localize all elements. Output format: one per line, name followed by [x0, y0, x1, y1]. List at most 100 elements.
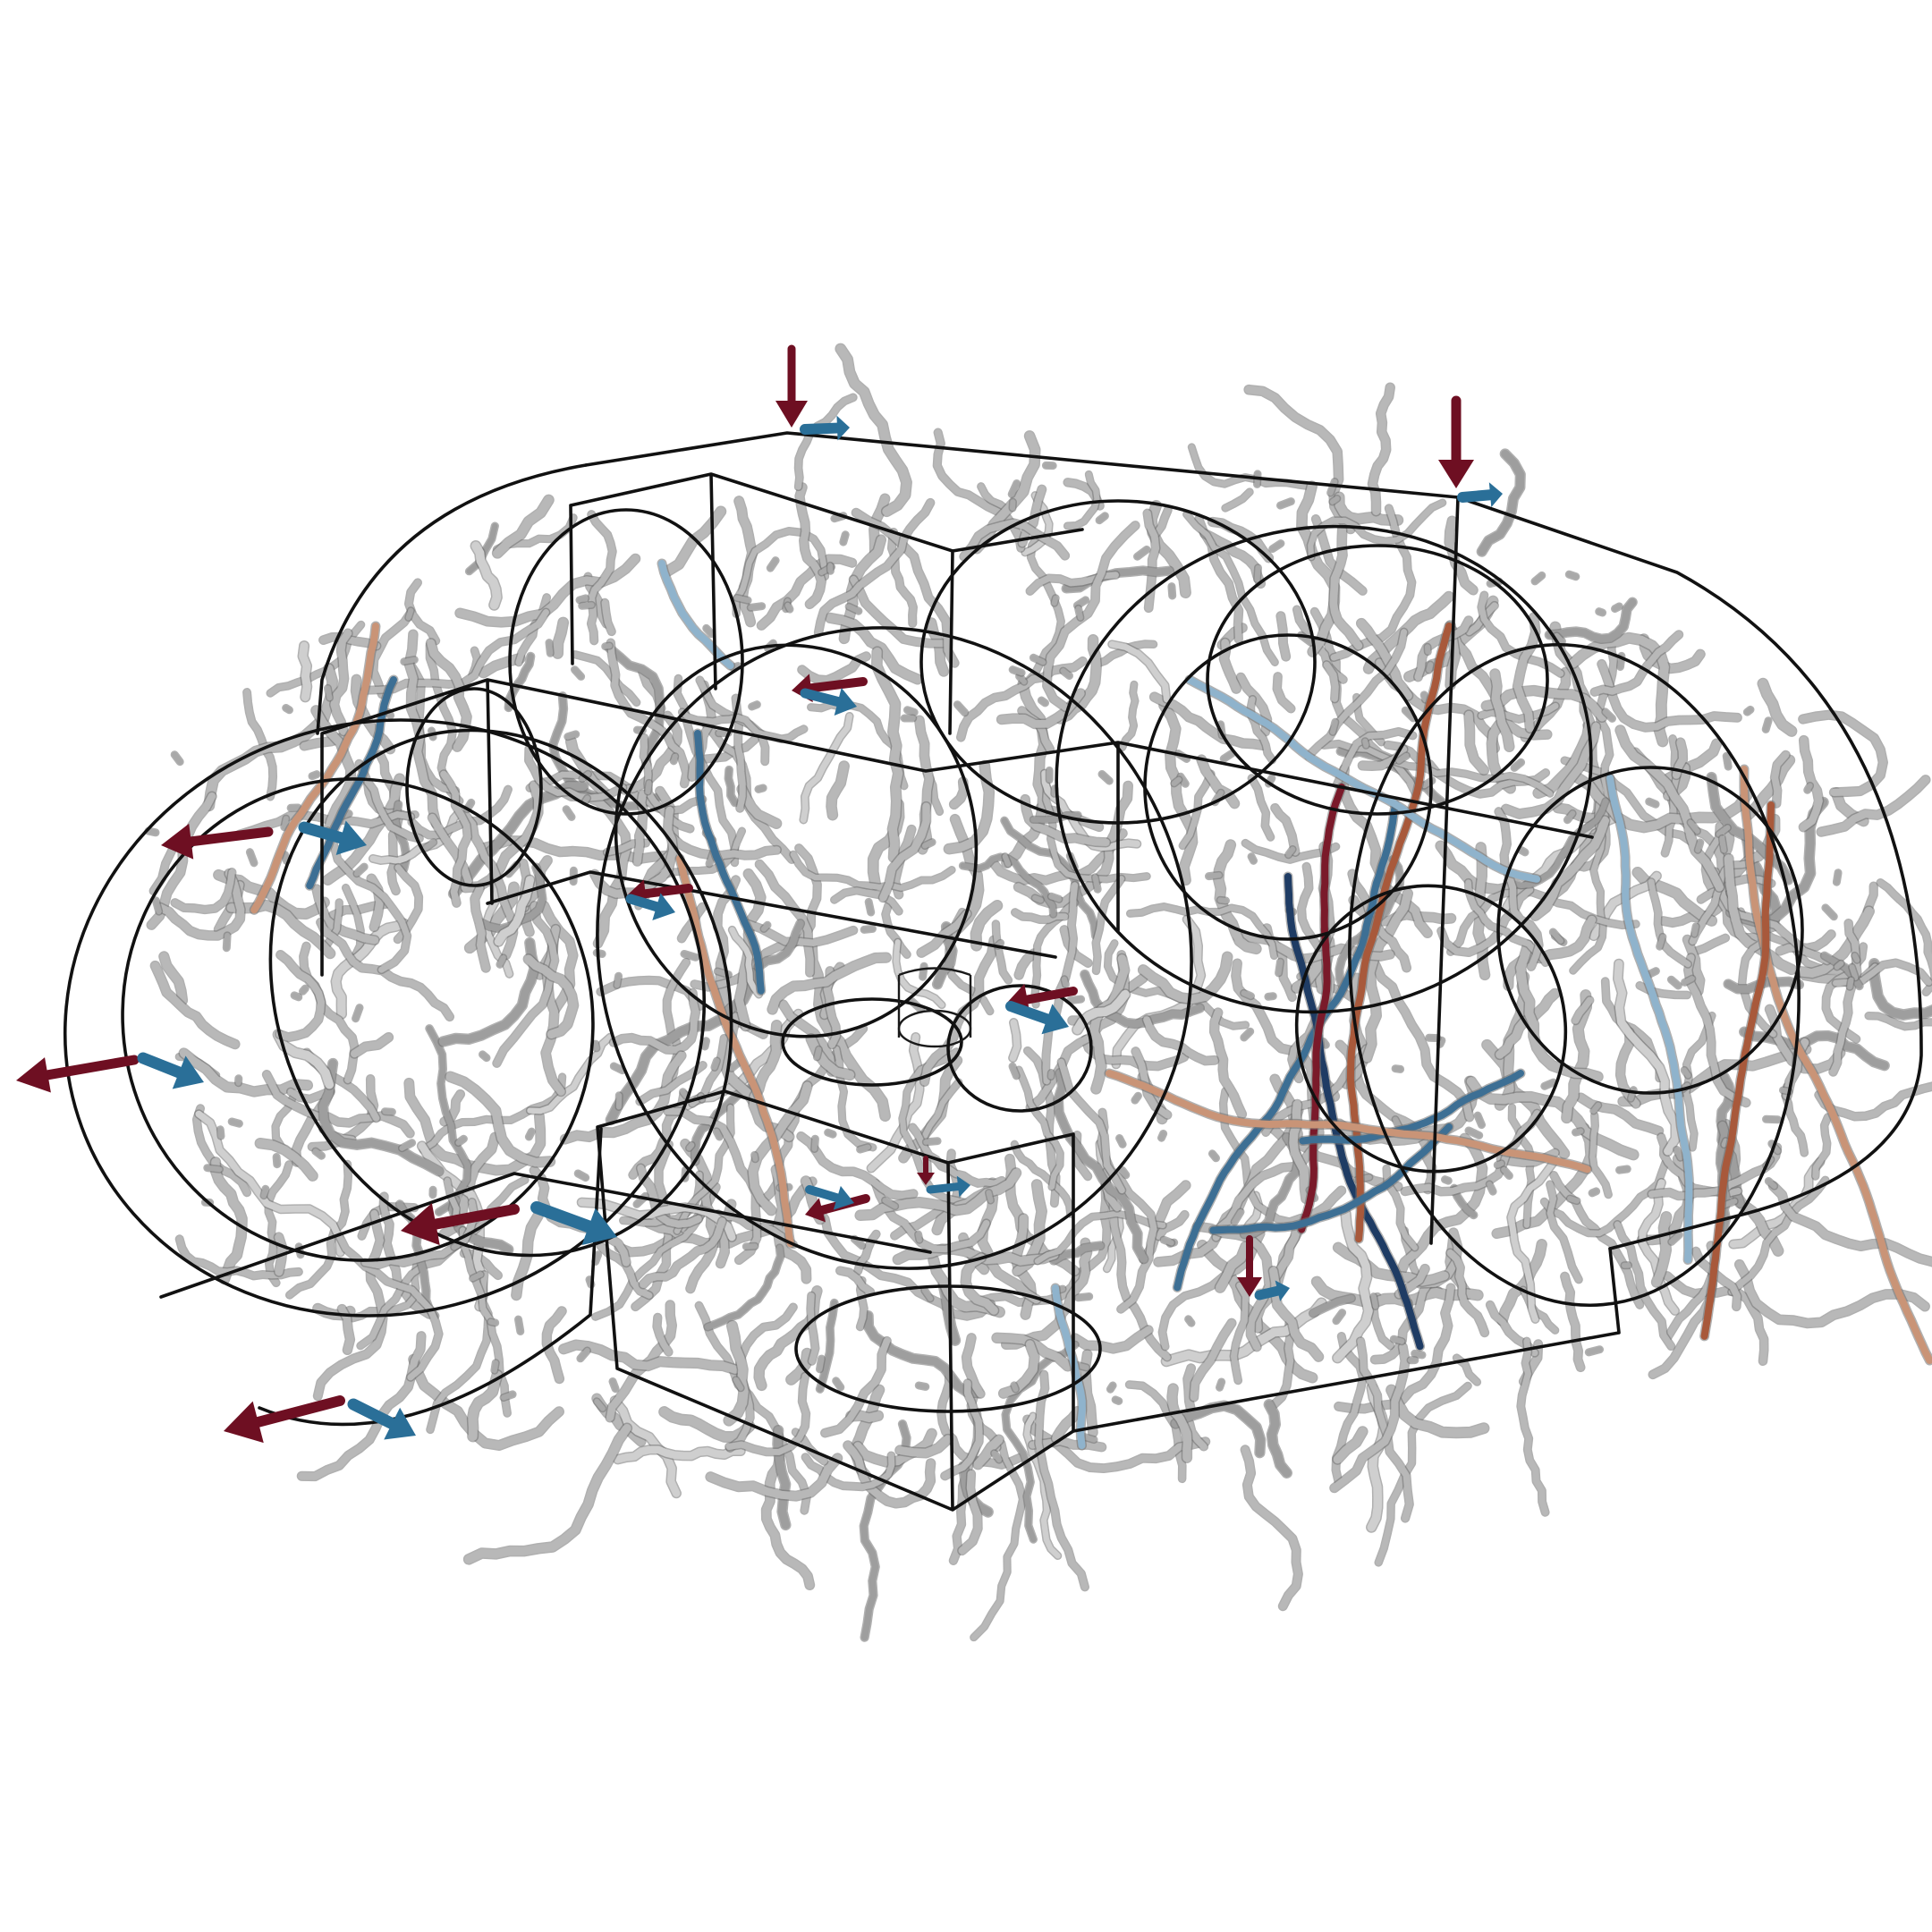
- gray-stress-tube: [561, 1051, 686, 1144]
- gray-stress-tube: [1815, 1082, 1932, 1120]
- gray-stress-tube: [779, 1000, 835, 1076]
- gray-stress-tube: [1702, 823, 1780, 941]
- hull-right-edge: [1429, 496, 1460, 1245]
- gray-stress-tube: [1330, 1343, 1410, 1492]
- tube-fragment: [1590, 1102, 1601, 1114]
- tube-fragment: [1107, 1383, 1116, 1393]
- gray-stress-tube: [351, 1033, 393, 1058]
- gray-stress-tube: [266, 1161, 292, 1286]
- gray-stress-tube: [1478, 591, 1564, 677]
- tube-fragment: [751, 1152, 758, 1162]
- tube-fragment: [1719, 835, 1727, 853]
- gray-stress-tube: [1517, 1338, 1549, 1516]
- gray-stress-tube: [1064, 471, 1100, 529]
- gray-stress-tube: [1616, 1028, 1640, 1108]
- colored-stress-tube: [1606, 775, 1693, 1264]
- tube-fragment: [292, 992, 301, 1000]
- gray-stress-tube: [607, 640, 691, 787]
- gray-stress-tube: [1127, 903, 1277, 959]
- tube-fragment: [1834, 961, 1844, 970]
- colored-stress-tube: [1174, 801, 1399, 1292]
- gray-stress-tube: [1016, 1067, 1063, 1191]
- gray-stress-tube: [1795, 906, 1874, 978]
- tube-fragment: [1541, 1080, 1556, 1089]
- gray-stress-tube: [974, 1182, 1110, 1306]
- support-arrow-head: [1275, 1280, 1290, 1301]
- tube-fragment: [852, 1236, 865, 1249]
- tube-fragment: [1241, 1029, 1253, 1040]
- tube-fragment: [1221, 750, 1235, 762]
- tube-fragment: [1847, 977, 1854, 990]
- gray-stress-tube: [428, 813, 472, 886]
- gray-stress-tube: [1269, 1320, 1294, 1410]
- gray-stress-tube: [1502, 722, 1600, 818]
- right-disc-inner: [1143, 633, 1433, 941]
- gray-stress-tube: [193, 1105, 250, 1196]
- gray-stress-tube: [1376, 1383, 1471, 1566]
- gray-stress-tube: [426, 1025, 470, 1216]
- tube-fragment: [1852, 953, 1860, 963]
- tube-fragment: [491, 1360, 499, 1374]
- gray-stress-tube: [614, 1445, 745, 1463]
- tube-fragment: [274, 1154, 280, 1167]
- tube-fragment: [1060, 668, 1072, 679]
- load-arrow-shaft: [1022, 987, 1078, 1004]
- gray-stress-tube: [668, 833, 781, 860]
- gray-stress-tube: [1080, 970, 1204, 1028]
- gray-stress-tube: [1113, 916, 1205, 1068]
- gray-stress-tube: [1231, 1282, 1249, 1384]
- tube-fragment: [954, 701, 968, 716]
- load-arrow-head: [805, 1198, 826, 1223]
- gray-stress-tube: [1497, 1240, 1546, 1326]
- tube-fragment: [1362, 738, 1369, 749]
- gray-stress-tube: [1265, 1400, 1292, 1478]
- gray-stress-tube: [319, 633, 380, 649]
- support-arrow-head: [833, 1185, 854, 1210]
- tube-fragment: [1421, 691, 1428, 703]
- gray-stress-tube: [1108, 640, 1170, 703]
- tube-fragment: [986, 1190, 994, 1203]
- gray-stress-tube: [659, 1407, 754, 1442]
- gray-stress-tube: [1639, 1179, 1679, 1315]
- tube-fragment: [1216, 1379, 1224, 1391]
- gray-stress-tube: [1508, 798, 1609, 889]
- tube-fragment: [602, 643, 613, 649]
- gray-stress-tube: [970, 1440, 1026, 1640]
- gray-stress-tube: [1829, 919, 1861, 1076]
- tube-fragment: [614, 973, 622, 988]
- gray-stress-tube: [1504, 915, 1597, 990]
- hub-right-ellipse: [946, 984, 1093, 1113]
- colored-stress-tube: [1299, 1070, 1524, 1145]
- tube-fragment: [579, 602, 595, 609]
- gray-stress-tube: [455, 555, 640, 627]
- gray-stress-tube: [1758, 679, 1796, 736]
- tube-fragment: [1168, 583, 1175, 598]
- support-arrow-shaft: [800, 422, 843, 435]
- stress-trajectory-tubes: [144, 343, 1932, 1642]
- colored-stress-tube-outline: [657, 558, 736, 671]
- tube-fragment: [916, 1383, 928, 1390]
- tube-fragment: [1396, 752, 1410, 764]
- tube-fragment: [1572, 1128, 1584, 1135]
- tube-fragment: [1113, 1396, 1122, 1404]
- gray-stress-tube: [1446, 1249, 1488, 1336]
- tube-fragment: [547, 640, 554, 657]
- tube-fragment: [1010, 1063, 1020, 1079]
- tube-fragment: [1674, 1147, 1683, 1161]
- tube-fragment: [711, 1058, 720, 1071]
- lower-box-hole: [794, 1284, 1102, 1413]
- tube-fragment: [1074, 597, 1089, 608]
- tube-fragment: [1442, 1176, 1452, 1184]
- gray-stress-tube: [724, 1321, 749, 1426]
- gray-stress-tube: [1321, 741, 1553, 797]
- tube-fragment: [300, 986, 309, 995]
- left-back-ring: [508, 508, 744, 816]
- load-arrow-shaft: [640, 884, 693, 899]
- gray-stress-tube: [468, 1370, 502, 1441]
- tube-fragment: [1160, 1237, 1174, 1246]
- gray-stress-tube: [1683, 936, 1704, 996]
- gray-stress-tube: [1035, 1371, 1089, 1590]
- gray-stress-tube: [1357, 619, 1412, 700]
- tube-fragment: [817, 1356, 825, 1372]
